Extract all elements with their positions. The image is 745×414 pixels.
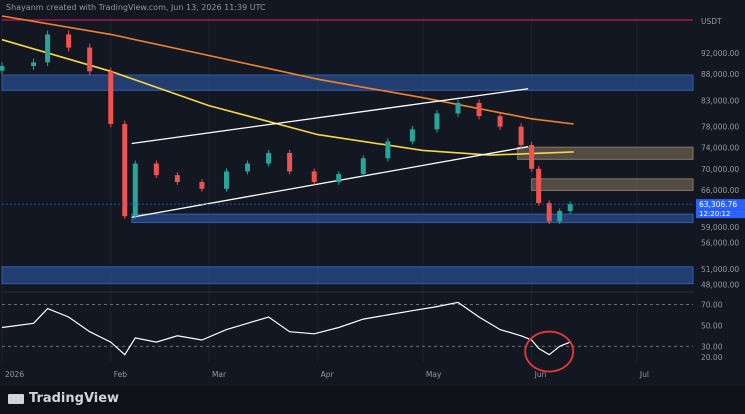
- price-axis-tick-label: 59,000.00: [701, 223, 739, 232]
- price-zone: [131, 213, 694, 224]
- price-axis-tick-label: 70,000.00: [701, 165, 739, 174]
- candle: [455, 102, 461, 114]
- candle: [409, 129, 415, 142]
- candle: [434, 113, 440, 130]
- axes: USDT 92,000.00 88,000.00 83,000.00 78,000.00…: [5, 17, 745, 379]
- time-axis-tick-label: 2026: [5, 370, 24, 379]
- candle: [536, 168, 542, 204]
- price-axis-tick-label: 48,000.00: [701, 281, 739, 290]
- price-axis-tick-label: 83,000.00: [701, 96, 739, 105]
- price-zone: [531, 178, 694, 191]
- candle: [518, 126, 524, 146]
- candle: [497, 116, 503, 127]
- current-price-label: 63,306.76: [699, 200, 737, 209]
- channel-lower-line: [131, 146, 529, 218]
- candle: [174, 175, 180, 182]
- candle: [360, 158, 366, 175]
- moving-average-line: [1, 15, 574, 125]
- price-axis-tick-label: 88,000.00: [701, 70, 739, 79]
- rsi-axis-tick-label: 20.00: [701, 353, 723, 362]
- price-zone: [1, 74, 694, 91]
- price-axis-tick-label: 78,000.00: [701, 123, 739, 132]
- candle: [45, 34, 51, 63]
- candle: [529, 145, 535, 169]
- candle: [31, 62, 37, 67]
- zones: [1, 19, 694, 285]
- rsi-axis-tick-label: 30.00: [701, 342, 723, 351]
- chart-attribution: Shayanm created with TradingView.com, Ju…: [6, 3, 266, 12]
- tradingview-icon: [8, 393, 24, 404]
- candle: [336, 174, 342, 182]
- candle: [287, 153, 293, 172]
- candle: [108, 71, 114, 125]
- rsi-axis-tick-label: 50.00: [701, 321, 723, 330]
- price-candles: [0, 30, 693, 225]
- chart-canvas[interactable]: USDT 92,000.00 88,000.00 83,000.00 78,000.00…: [0, 0, 745, 386]
- price-axis-tick-label: 51,000.00: [701, 265, 739, 274]
- time-axis-tick-label: May: [426, 370, 442, 379]
- rsi-line: [1, 301, 571, 356]
- price-axis-tick-label: USDT: [701, 17, 722, 26]
- candle: [122, 124, 128, 217]
- price-zone: [1, 266, 694, 285]
- rsi-panel: [1, 291, 693, 373]
- tradingview-brand: TradingView: [29, 391, 120, 406]
- candle: [132, 163, 138, 217]
- time-axis-tick-label: Feb: [114, 370, 128, 379]
- rsi-axis-tick-label: 70.00: [701, 300, 723, 309]
- candle: [66, 34, 72, 48]
- candle: [0, 66, 5, 71]
- time-axis-tick-label: Mar: [212, 370, 227, 379]
- current-time-label: 12:20:12: [699, 210, 730, 218]
- candle: [546, 203, 552, 222]
- candle: [476, 102, 482, 117]
- footer-bar: [0, 386, 745, 414]
- candle: [311, 171, 317, 182]
- channel-upper-line: [131, 88, 529, 145]
- oversold-highlight-circle: [524, 330, 575, 373]
- price-axis-tick-label: 56,000.00: [701, 239, 739, 248]
- candle: [153, 163, 159, 176]
- chart-background: [0, 0, 745, 386]
- candle: [557, 210, 563, 222]
- tradingview-logo[interactable]: TradingView: [8, 391, 119, 406]
- channel: [131, 88, 529, 218]
- candle: [223, 171, 229, 189]
- candle: [199, 181, 205, 189]
- price-axis-tick-label: 74,000.00: [701, 144, 739, 153]
- current-time-tag: [696, 209, 745, 219]
- price-axis-tick-label: 66,000.00: [701, 186, 739, 195]
- time-axis-tick-label: Jul: [639, 370, 649, 379]
- candle: [245, 163, 251, 172]
- time-axis-tick-label: Apr: [321, 370, 335, 379]
- current-price-tag: [696, 199, 745, 210]
- time-axis-tick-label: Jun: [534, 370, 547, 379]
- candle: [385, 141, 391, 159]
- price-axis-tick-label: 92,000.00: [701, 49, 739, 58]
- candle: [87, 47, 93, 72]
- candle: [567, 204, 573, 211]
- candle: [266, 153, 272, 164]
